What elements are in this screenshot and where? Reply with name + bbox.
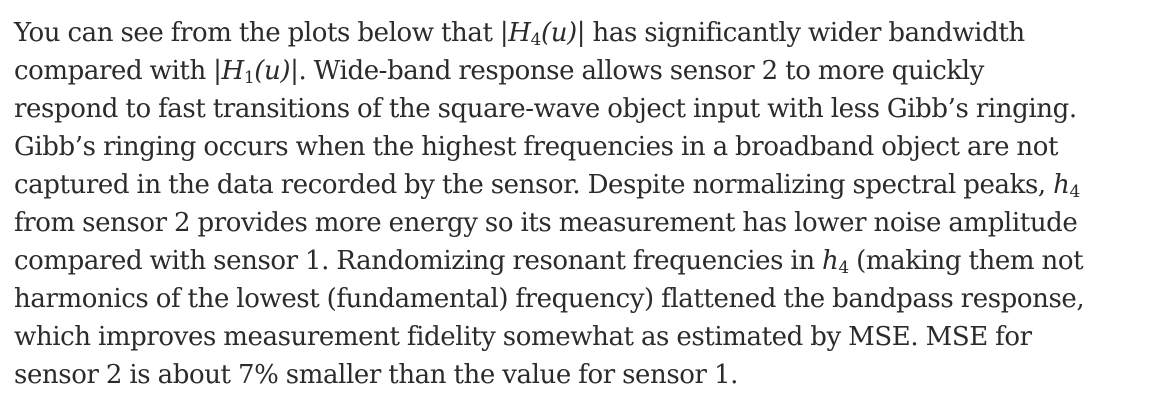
text-span: | has significantly wider bandwidth — [576, 18, 1025, 48]
math-argument: (u) — [254, 56, 291, 86]
text-line-4: Gibb’s ringing occurs when the highest f… — [14, 128, 1164, 166]
text-span: (making them not — [848, 246, 1084, 276]
text-line-7: compared with sensor 1. Randomizing reso… — [14, 242, 1164, 280]
text-line-3: respond to fast transitions of the squar… — [14, 90, 1164, 128]
text-line-9: which improves measurement fidelity some… — [14, 318, 1164, 356]
text-span: You can see from the plots below that | — [14, 18, 509, 48]
math-subscript: 4 — [530, 30, 542, 50]
text-span: respond to fast transitions of the squar… — [14, 94, 1077, 124]
text-line-1: You can see from the plots below that |H… — [14, 14, 1164, 52]
text-span: captured in the data recorded by the sen… — [14, 170, 1054, 200]
text-span: from sensor 2 provides more energy so it… — [14, 208, 1078, 238]
body-paragraph: You can see from the plots below that |H… — [14, 14, 1164, 394]
math-symbol: h — [822, 246, 839, 276]
math-symbol: h — [1053, 170, 1070, 200]
math-subscript: 4 — [838, 258, 849, 278]
text-line-2: compared with |H1(u)|. Wide-band respons… — [14, 52, 1164, 90]
text-line-10: sensor 2 is about 7% smaller than the va… — [14, 356, 1164, 394]
text-span: harmonics of the lowest (fundamental) fr… — [14, 284, 1085, 314]
math-subscript: 4 — [1069, 182, 1081, 202]
text-line-6: from sensor 2 provides more energy so it… — [14, 204, 1164, 242]
text-span: compared with sensor 1. Randomizing reso… — [14, 246, 823, 276]
text-span: sensor 2 is about 7% smaller than the va… — [14, 360, 738, 390]
text-line-8: harmonics of the lowest (fundamental) fr… — [14, 280, 1164, 318]
text-span: compared with | — [14, 56, 222, 86]
text-span: Gibb’s ringing occurs when the highest f… — [14, 132, 1059, 162]
math-subscript: 1 — [243, 68, 255, 88]
math-symbol: H — [221, 56, 245, 86]
text-span: |. Wide-band response allows sensor 2 to… — [290, 56, 984, 86]
math-symbol: H — [508, 18, 531, 48]
text-span: which improves measurement fidelity some… — [14, 322, 1032, 352]
math-argument: (u) — [540, 18, 577, 48]
text-line-5: captured in the data recorded by the sen… — [14, 166, 1164, 204]
